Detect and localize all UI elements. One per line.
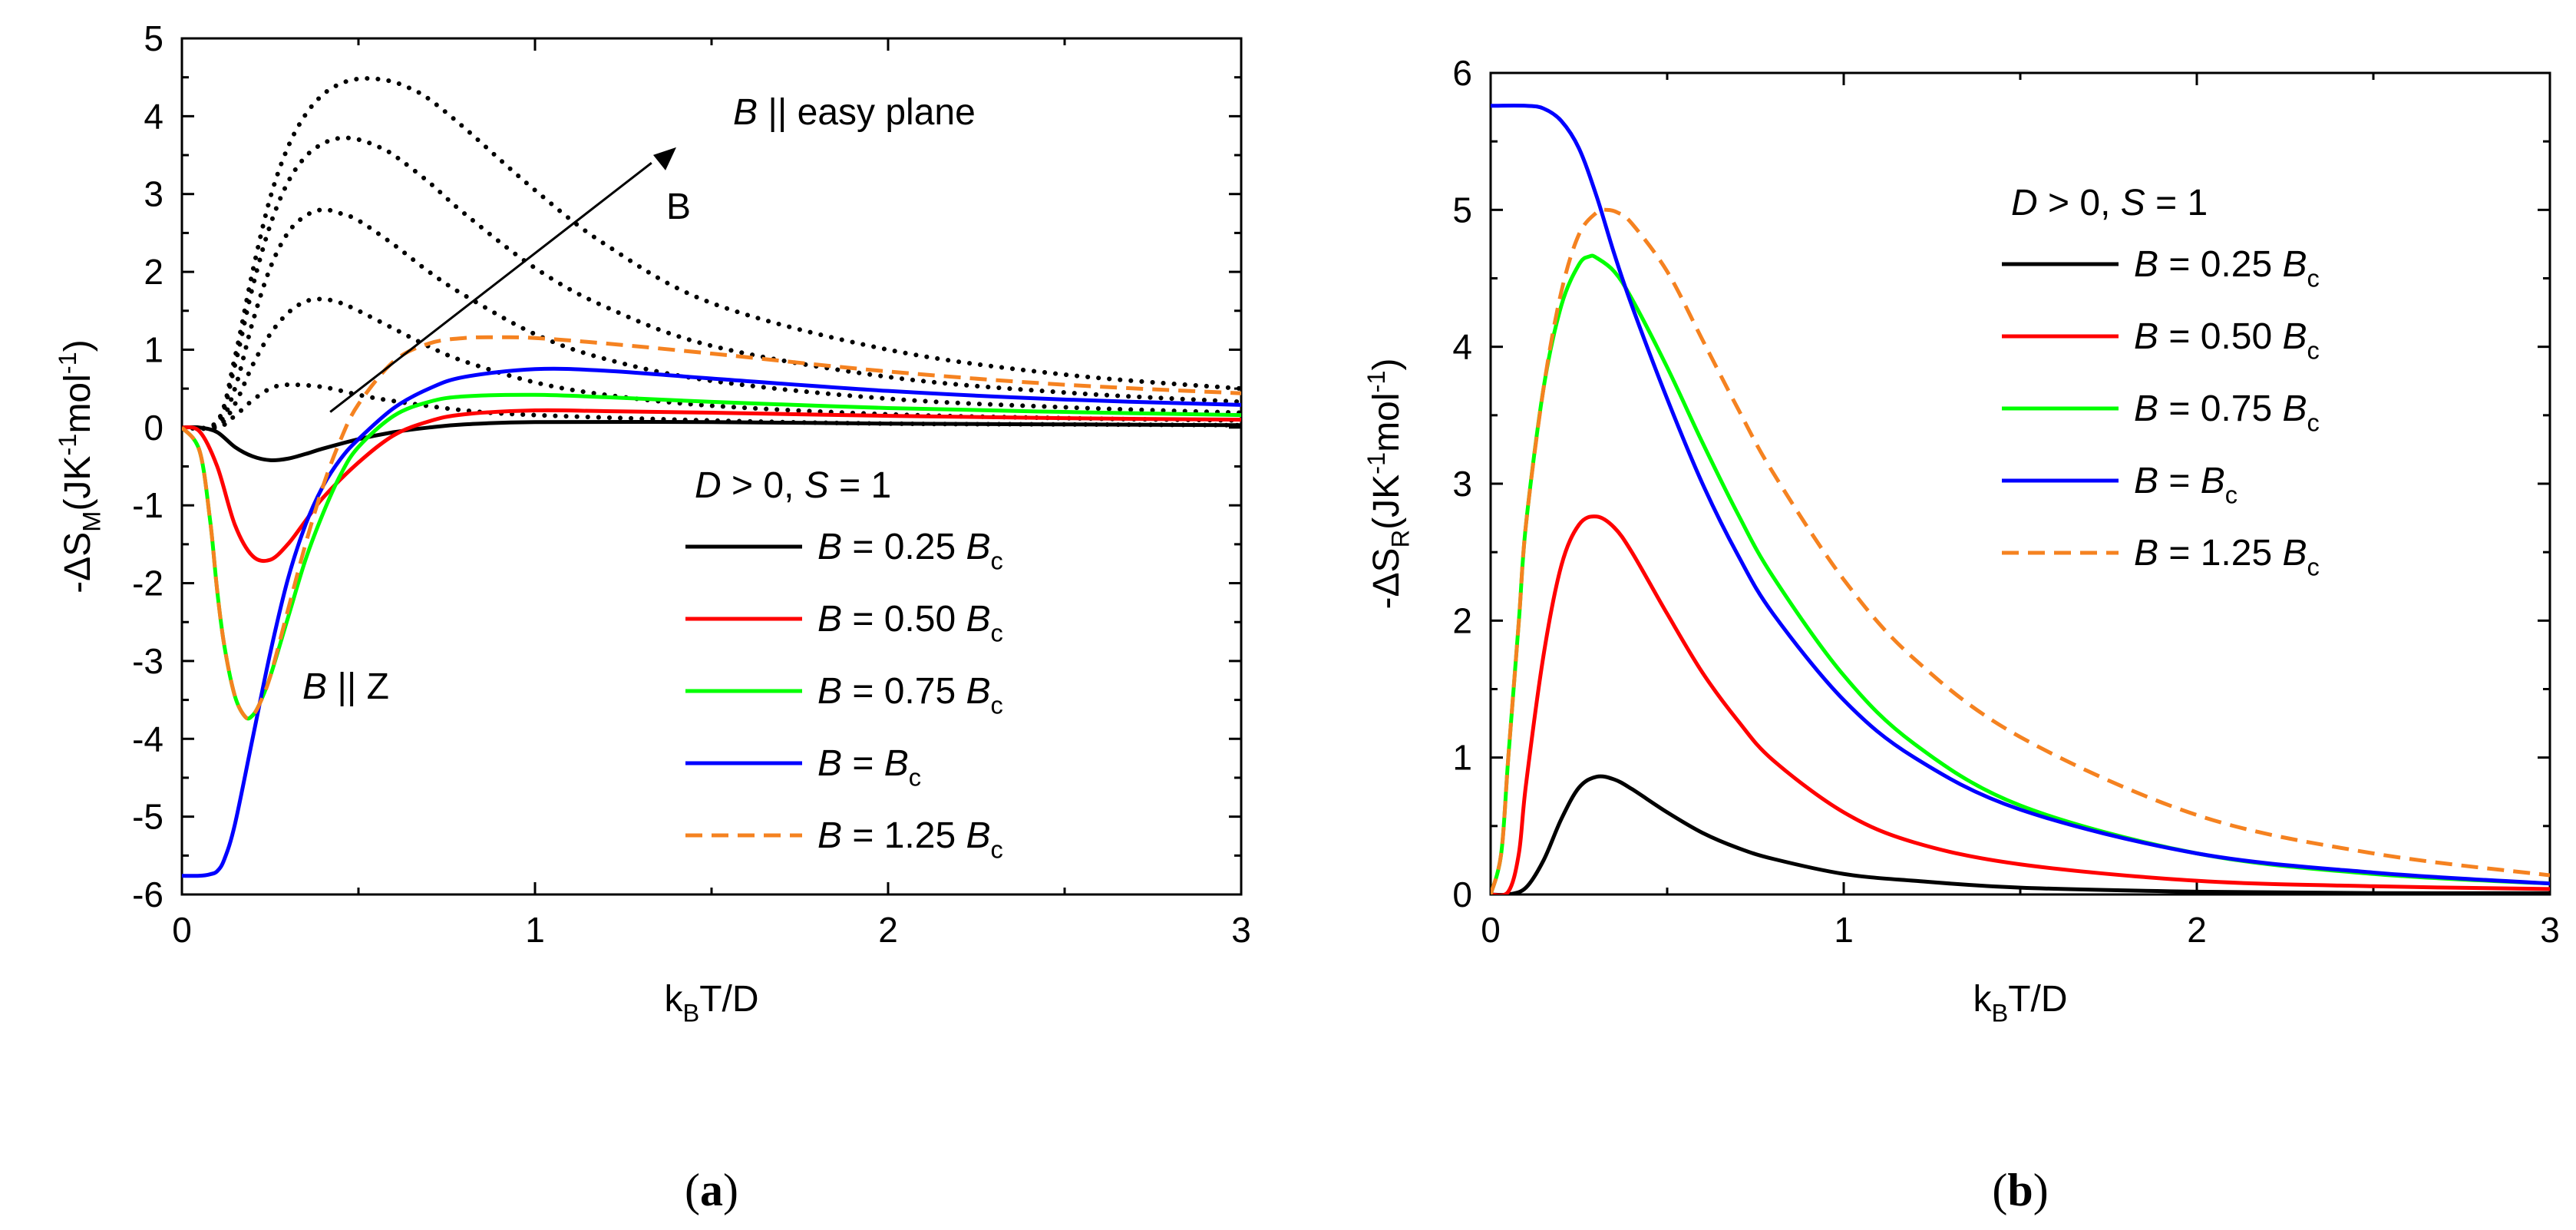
legend-label: B = 0.25 Bc​ [817,527,1003,574]
series-line-easy-plane-0-50-b-c [182,296,1241,431]
series-line-easy-plane-0-75-b-c [182,207,1241,431]
y-tick-label: 3 [144,174,163,214]
series-line-b-1-25-b-c [1491,207,2550,894]
y-tick-label: 0 [1452,875,1472,914]
y-tick-label: 0 [144,408,163,448]
y-tick-label: 3 [1452,464,1472,504]
arrow-head [653,147,676,170]
series-line-b-0-75-b-c [182,392,1241,721]
series-line-b-0-50-b-c [182,408,1241,564]
x-tick-label: 3 [2540,910,2560,950]
y-tick-label: 6 [1452,53,1472,93]
y-tick-label: -5 [132,797,163,837]
x-axis-label: kBT/D [664,979,758,1027]
panel-b: 0 1 2 3 0 1 2 3 4 5 6 kBT/D -ΔSR(JK-1mol-1) D > 0, S … [1362,53,2560,1215]
legend-title: D > 0, S = 1 [695,465,891,506]
y-tick-label: 5 [144,18,163,58]
panel-caption: (a) [685,1165,738,1215]
y-tick-label: -2 [132,564,163,603]
legend-title: D > 0, S = 1 [2011,183,2208,223]
series-line-easy-plane-1-25-b-c [182,76,1241,431]
y-tick-label: 1 [144,329,163,369]
x-tick-label: 0 [1481,910,1501,950]
series-line-b-0-25-b-c [1491,774,2550,894]
x-axis-label: kBT/D [1973,979,2067,1027]
annotation-z-axis: B || Z [302,666,389,707]
x-tick-label: 2 [878,910,898,950]
y-tick-label: 4 [144,96,163,136]
legend: D > 0, S = 1 B = 0.25 Bc​ B = 0.50 Bc​ B = … [685,465,1003,863]
x-tick-label: 3 [1231,910,1251,950]
legend-label: B = 1.25 Bc​ [817,815,1003,863]
legend-label: B = 0.25 Bc​ [2134,244,2320,292]
legend-label: B = 0.50 Bc​ [2134,316,2320,364]
annotation-easy-plane: B || easy plane [733,92,976,133]
panel-caption: (b) [1992,1165,2048,1215]
x-tick-label: 1 [1834,910,1854,950]
legend: D > 0, S = 1 B = 0.25 Bc​ B = 0.50 Bc​ B = … [2002,183,2320,580]
y-tick-label: -4 [132,719,163,759]
x-tick-label: 1 [525,910,545,950]
legend-label: B = Bc​ [2134,461,2237,508]
arrow-line [329,161,652,413]
series-line-b-0-25-b-c [182,419,1241,463]
series-line-b-1-25-b-c [182,335,1241,721]
y-tick-label: -3 [132,641,163,681]
series-line-b-b-c [182,366,1241,878]
y-tick-label: 1 [1452,738,1472,778]
y-tick-label: 2 [144,252,163,292]
annotation-arrow-label: B [666,187,691,227]
y-tick-label: 4 [1452,327,1472,367]
panel-a: 0 1 2 3 -6 -5 -4 -3 -2 -1 0 1 2 3 4 5 kBT/D -ΔSM(JK-1mol-… [53,18,1251,1215]
x-tick-label: 0 [172,910,192,950]
y-tick-label: -6 [132,875,163,914]
legend-label: B = 1.25 Bc​ [2134,533,2320,580]
series-line-b-0-50-b-c [1491,514,2550,894]
y-axis-label: -ΔSM(JK-1mol-1) [53,339,106,594]
legend-label: B = 0.50 Bc​ [817,599,1003,646]
y-tick-label: 5 [1452,190,1472,230]
legend-label: B = 0.75 Bc​ [2134,389,2320,436]
y-tick-label: -1 [132,485,163,525]
legend-label: B = 0.75 Bc​ [817,671,1003,719]
series-line-easy-plane-b-c [182,135,1241,431]
x-tick-label: 2 [2187,910,2207,950]
series-line-b-b-c [1491,104,2550,886]
y-tick-label: 2 [1452,600,1472,640]
legend-label: B = Bc​ [817,743,921,791]
y-axis-label: -ΔSR(JK-1mol-1) [1362,359,1415,610]
